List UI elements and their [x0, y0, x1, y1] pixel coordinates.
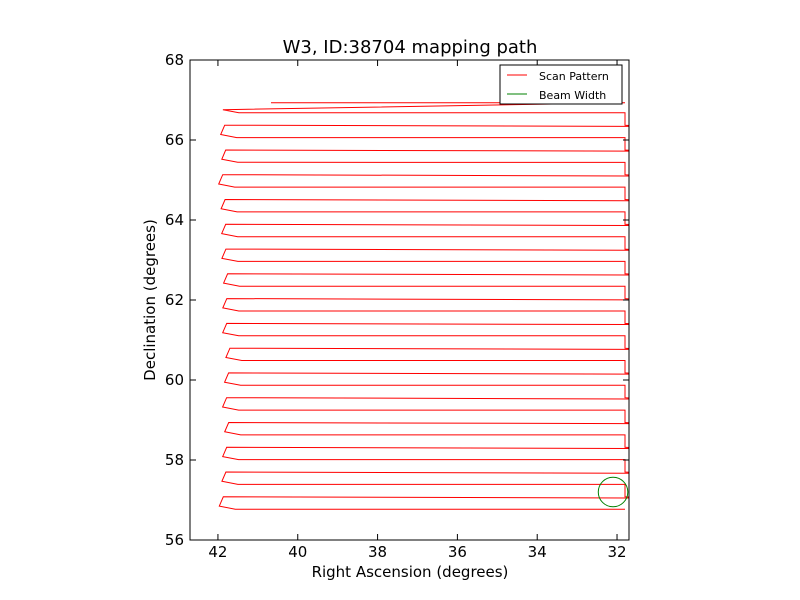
legend-label-scan-pattern: Scan Pattern	[539, 70, 609, 83]
y-tick-label: 60	[165, 371, 184, 389]
ticks-layer: 42 40 38 36 34 32 56 58 60 62 64 66 68	[165, 51, 629, 561]
beam-width-circle	[597, 476, 629, 508]
x-tick-label: 36	[448, 543, 467, 561]
scan-pattern-line	[217, 102, 629, 510]
legend-label-beam-width: Beam Width	[539, 89, 606, 102]
x-tick-label: 32	[607, 543, 626, 561]
legend: Scan Pattern Beam Width	[499, 64, 623, 105]
x-tick-label: 34	[528, 543, 547, 561]
chart-title: W3, ID:38704 mapping path	[283, 37, 538, 58]
series-layer	[217, 102, 629, 510]
plot-area	[217, 102, 629, 510]
x-tick-label: 40	[288, 543, 307, 561]
y-axis-label: Declination (degrees)	[141, 219, 159, 381]
y-tick-label: 68	[165, 51, 184, 69]
y-tick-label: 66	[165, 131, 184, 149]
y-tick-label: 62	[165, 291, 184, 309]
y-tick-label: 56	[165, 531, 184, 549]
y-tick-label: 64	[165, 211, 184, 229]
x-tick-label: 38	[368, 543, 387, 561]
x-axis-label: Right Ascension (degrees)	[312, 563, 509, 581]
x-tick-label: 42	[208, 543, 227, 561]
legend-box	[499, 64, 623, 105]
y-tick-label: 58	[165, 451, 184, 469]
